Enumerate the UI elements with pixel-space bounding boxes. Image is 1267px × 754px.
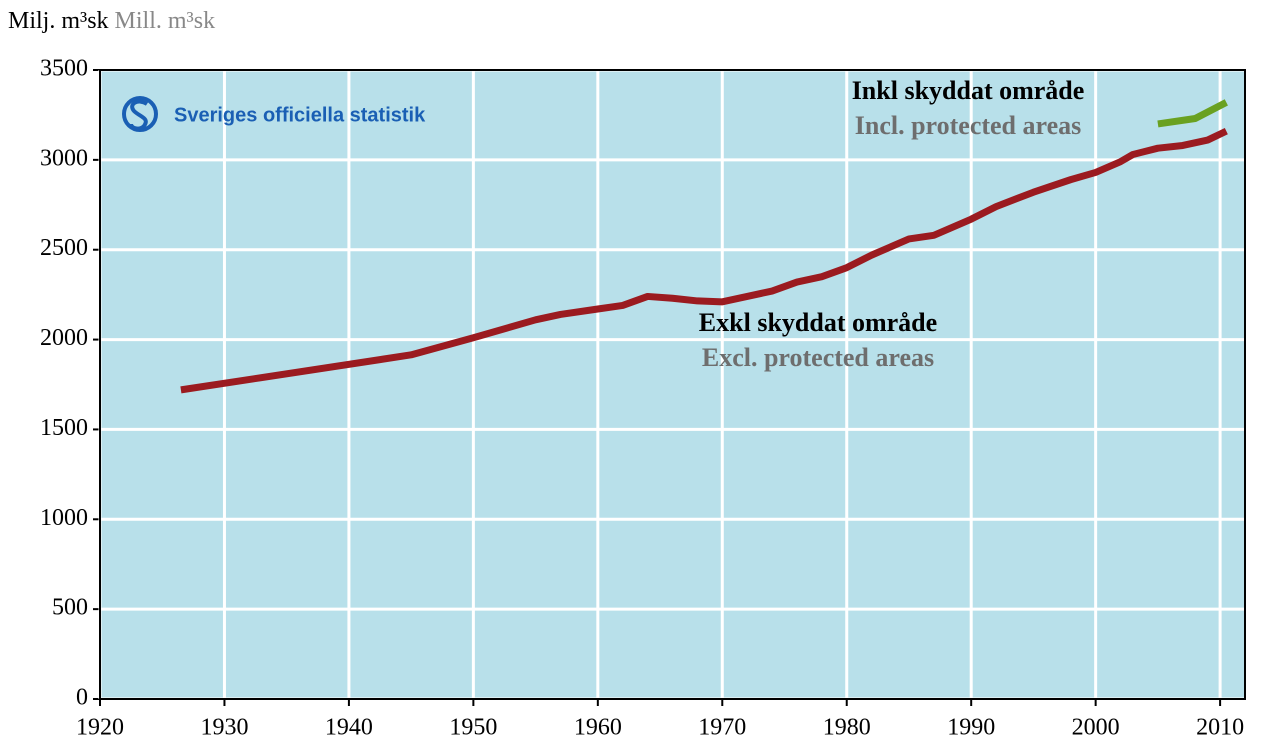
series-label: Exkl skyddat område: [699, 308, 937, 337]
x-tick-label: 1970: [698, 715, 746, 741]
plot-frame: [99, 69, 1246, 700]
logo-s: [129, 99, 149, 131]
x-tick-label: 1940: [325, 715, 373, 741]
x-tick-label: 1950: [449, 715, 497, 741]
x-tick-label: 1960: [574, 715, 622, 741]
y-tick-label: 1500: [40, 415, 88, 441]
plot-background: [100, 70, 1245, 699]
y-tick-label: 500: [52, 595, 88, 621]
x-tick-label: 1990: [947, 715, 995, 741]
series-line: [1157, 99, 1228, 128]
y-tick-label: 2500: [40, 235, 88, 261]
x-tick-label: 2000: [1072, 715, 1120, 741]
y-unit-sv: Milj. m³sk: [8, 8, 109, 34]
y-tick-label: 3000: [40, 145, 88, 171]
series-label-en: Incl. protected areas: [855, 111, 1082, 140]
y-tick-label: 0: [76, 685, 88, 711]
series-label: Inkl skyddat område: [852, 76, 1085, 105]
x-tick-label: 1920: [76, 715, 124, 741]
y-tick-label: 2000: [40, 325, 88, 351]
x-tick-label: 2010: [1196, 715, 1244, 741]
logo: Sveriges officiella statistik: [122, 96, 426, 132]
y-tick-label: 3500: [40, 56, 88, 82]
logo-text: Sveriges officiella statistik: [174, 104, 426, 126]
y-unit-en: Mill. m³sk: [115, 8, 216, 34]
y-unit: Milj. m³sk Mill. m³sk: [8, 8, 215, 34]
series-line: [180, 127, 1228, 394]
y-tick-label: 1000: [40, 505, 88, 531]
x-tick-label: 1930: [200, 715, 248, 741]
series-label-en: Excl. protected areas: [702, 343, 934, 372]
x-tick-label: 1980: [823, 715, 871, 741]
